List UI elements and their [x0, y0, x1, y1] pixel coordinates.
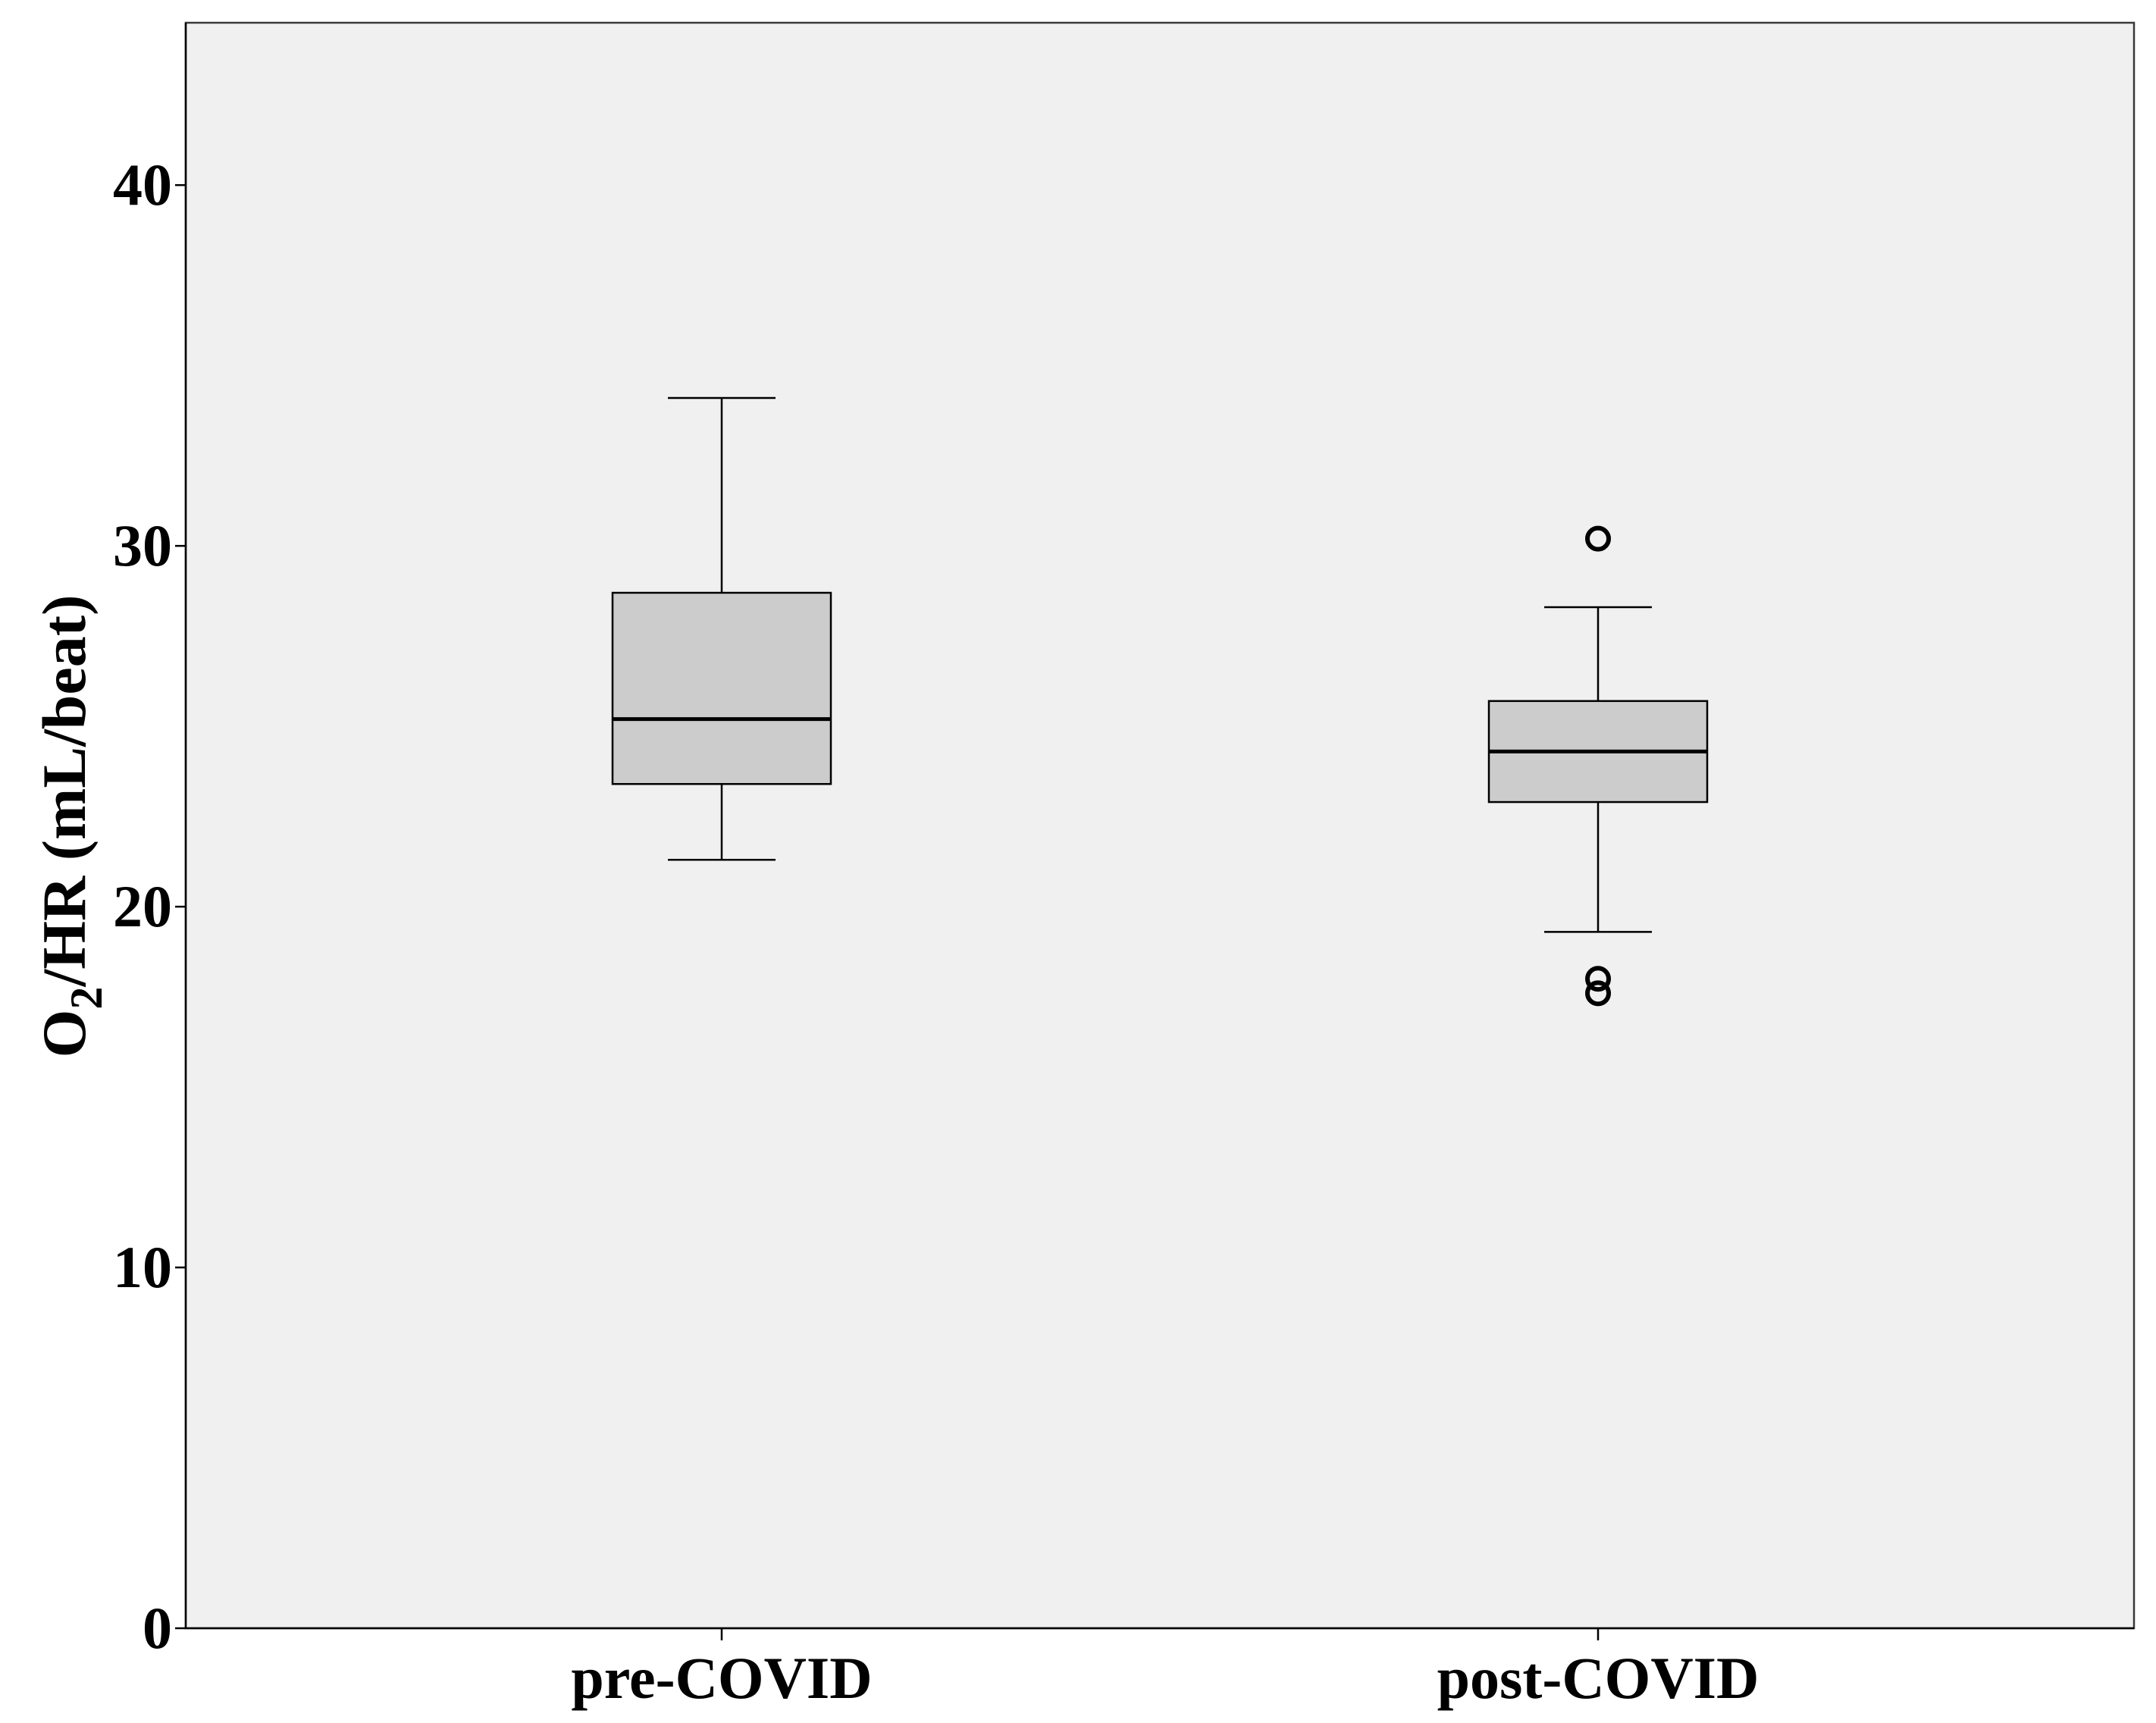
y-axis-title-subscript: 2 [61, 987, 111, 1010]
outlier-point [1585, 525, 1611, 552]
box-post-COVID [1487, 525, 1709, 1007]
y-axis-title-suffix: /HR (mL/beat) [30, 595, 99, 988]
x-tick-label: pre-COVID [571, 1645, 872, 1711]
iqr-box [611, 591, 832, 785]
y-tick-label: 40 [113, 152, 172, 218]
y-axis-title: O2/HR (mL/beat) [30, 595, 111, 1058]
y-tick-label: 0 [143, 1595, 172, 1661]
x-axis: pre-COVID post-COVID [186, 1627, 2134, 1711]
y-tick-label: 30 [113, 512, 172, 578]
x-tick-label: post-COVID [1437, 1645, 1760, 1711]
outlier-point [1585, 980, 1611, 1007]
plot-area [184, 21, 2136, 1630]
y-tick-label: 10 [113, 1234, 172, 1300]
y-axis: 0 10 20 30 40 [113, 23, 187, 1661]
outlier-point [1585, 966, 1611, 992]
y-axis-title-prefix: O [30, 1010, 99, 1058]
y-tick-label: 20 [113, 873, 172, 939]
box-pre-COVID [611, 396, 832, 861]
boxes [611, 396, 1709, 1007]
